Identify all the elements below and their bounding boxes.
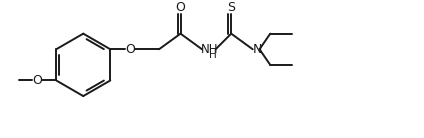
- Text: H: H: [209, 50, 217, 60]
- Text: O: O: [32, 74, 42, 87]
- Text: NH: NH: [201, 43, 218, 56]
- Text: O: O: [176, 1, 185, 14]
- Text: N: N: [253, 43, 262, 56]
- Text: S: S: [227, 1, 235, 14]
- Text: O: O: [125, 43, 135, 56]
